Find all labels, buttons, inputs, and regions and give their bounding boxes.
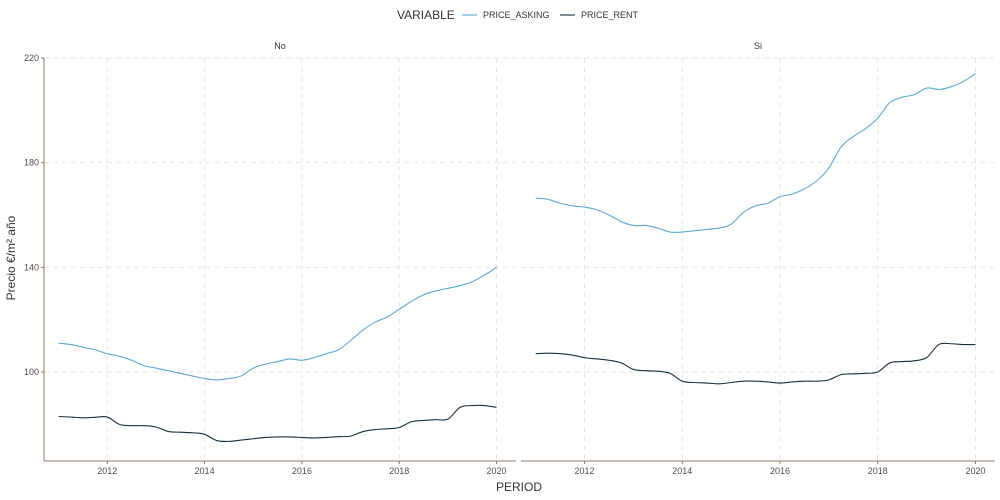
series-line-price-rent — [535, 342, 976, 385]
x-tick-label: 2018 — [389, 466, 409, 476]
x-tick-label: 2012 — [97, 466, 117, 476]
x-tick-label: 2020 — [965, 466, 985, 476]
y-tick-label: 220 — [24, 53, 39, 63]
legend-title: VARIABLE — [397, 8, 455, 22]
x-axis-title: PERIOD — [496, 480, 542, 494]
series-line-price-asking — [58, 266, 497, 381]
series-line-price-asking — [535, 73, 976, 233]
facet-label-si: Si — [754, 41, 762, 51]
legend: VARIABLE PRICE_ASKING PRICE_RENT — [397, 8, 639, 22]
x-tick-label: 2016 — [292, 466, 312, 476]
panel-no: 2012 2014 2016 2018 2020 — [43, 57, 516, 476]
y-tick-label: 180 — [24, 158, 39, 168]
y-axis-ticks: 100 140 180 220 — [24, 53, 44, 377]
y-tick-label: 100 — [24, 367, 39, 377]
x-tick-label: 2014 — [672, 466, 692, 476]
x-tick-label: 2020 — [487, 466, 507, 476]
x-tick-label: 2016 — [770, 466, 790, 476]
series-line-price-rent — [58, 404, 497, 443]
legend-label-price-asking: PRICE_ASKING — [483, 10, 550, 20]
legend-label-price-rent: PRICE_RENT — [581, 10, 639, 20]
y-tick-label: 140 — [24, 262, 39, 272]
panel-si: 2012 2014 2016 2018 2020 — [521, 57, 995, 476]
x-tick-label: 2018 — [868, 466, 888, 476]
facet-label-no: No — [274, 41, 286, 51]
y-axis-title: Precio €/m² año — [4, 215, 18, 300]
x-tick-label: 2014 — [195, 466, 215, 476]
x-tick-label: 2012 — [575, 466, 595, 476]
